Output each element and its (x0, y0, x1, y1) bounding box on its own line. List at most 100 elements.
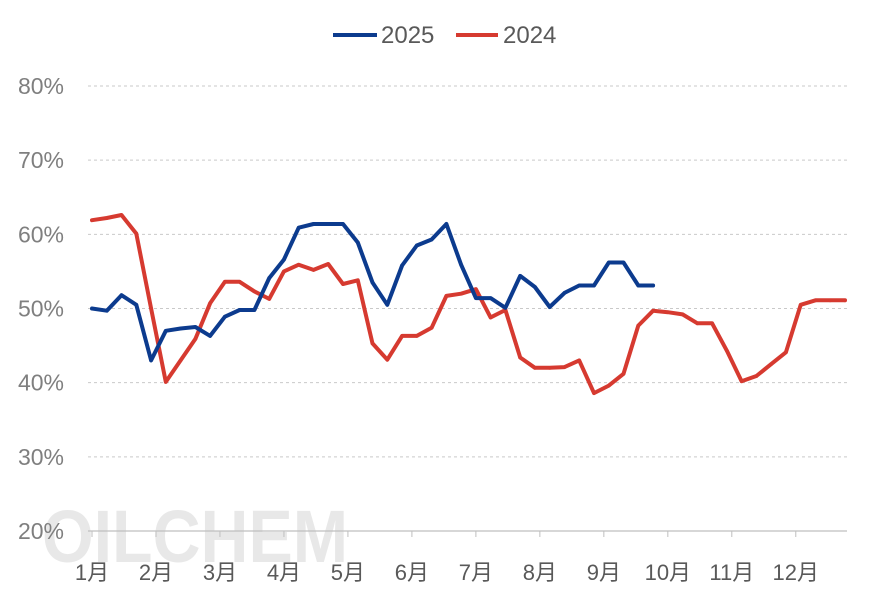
x-tick-label: 3月 (203, 560, 237, 585)
x-tick-label: 6月 (395, 560, 429, 585)
gridlines (88, 85, 847, 532)
data-point (488, 315, 493, 320)
data-point (252, 308, 257, 312)
data-point (444, 222, 449, 226)
data-point (606, 383, 611, 388)
data-point (533, 285, 537, 289)
data-point (282, 269, 286, 274)
data-point (400, 334, 404, 338)
data-point (577, 283, 582, 288)
data-point (429, 237, 434, 242)
data-point (503, 305, 508, 310)
series (90, 213, 847, 396)
data-point (606, 260, 611, 265)
data-point (518, 274, 522, 278)
data-point (119, 213, 124, 217)
data-point (311, 222, 316, 226)
data-point (326, 262, 331, 266)
data-point (385, 357, 390, 362)
data-point (592, 391, 596, 395)
data-point (562, 365, 567, 369)
data-point (282, 257, 286, 262)
data-point (474, 287, 478, 292)
series (90, 222, 656, 363)
data-point (754, 374, 759, 378)
data-point (562, 291, 567, 295)
data-point (400, 263, 404, 268)
y-tick-label: 60% (18, 221, 64, 247)
data-point (547, 366, 552, 370)
data-point (518, 355, 522, 360)
data-point (237, 280, 242, 284)
data-point (577, 358, 582, 363)
x-tick-label: 5月 (331, 560, 365, 585)
x-tick-label: 8月 (523, 560, 557, 585)
data-point (651, 308, 655, 313)
data-point (444, 294, 449, 298)
data-point (252, 289, 257, 294)
series-line (90, 213, 847, 396)
data-point (178, 326, 183, 331)
data-point (592, 283, 596, 288)
data-point (355, 240, 360, 245)
data-point (223, 314, 227, 319)
data-point (415, 334, 419, 338)
x-tick-label: 9月 (587, 560, 621, 585)
data-point (813, 298, 818, 303)
data-point (296, 225, 301, 230)
data-point (547, 305, 552, 309)
data-point (621, 260, 626, 265)
data-point (828, 298, 833, 303)
data-point (459, 262, 463, 267)
data-point (193, 325, 198, 329)
data-point (326, 222, 331, 226)
data-point (149, 306, 153, 311)
x-tick-label: 12月 (773, 560, 819, 585)
data-point (149, 358, 153, 363)
x-tick-label: 4月 (267, 560, 301, 585)
data-point (769, 362, 773, 366)
data-point (164, 380, 168, 384)
legend-item: 2025 (333, 22, 434, 49)
y-tick-label: 30% (18, 444, 64, 470)
data-point (134, 302, 139, 307)
data-point (104, 308, 109, 313)
data-point (90, 218, 94, 223)
plot-area (90, 213, 847, 396)
data-point (178, 358, 183, 363)
data-point (267, 276, 271, 280)
data-point (695, 321, 700, 326)
data-point (208, 301, 212, 306)
data-point (415, 243, 419, 248)
data-point (90, 306, 94, 311)
data-point (164, 328, 168, 333)
x-tick-label: 1月 (75, 560, 109, 585)
data-point (223, 280, 227, 284)
data-point (193, 337, 198, 341)
x-tick-label: 10月 (645, 560, 691, 585)
y-tick-label: 80% (18, 73, 64, 99)
data-point (739, 379, 744, 383)
legend-label: 2025 (381, 22, 434, 49)
data-point (651, 283, 655, 288)
data-point (784, 350, 788, 355)
data-point (843, 298, 847, 303)
data-point (370, 280, 375, 285)
legend-label: 2024 (503, 22, 556, 49)
data-point (296, 262, 301, 267)
data-point (666, 310, 670, 315)
data-point (237, 308, 242, 312)
watermark-logo: OILCHEM (42, 495, 348, 578)
x-tick-label: 7月 (459, 560, 493, 585)
x-axis: 1月 2月 3月 4月 5月 6月 7月 8月 9月 10月 11月 12月 (75, 531, 819, 585)
y-tick-label: 50% (18, 296, 64, 322)
data-point (385, 302, 390, 307)
data-point (621, 371, 626, 376)
data-point (355, 278, 360, 283)
x-tick-label: 11月 (709, 560, 754, 585)
data-point (208, 334, 212, 338)
legend: 2025 2024 (333, 22, 556, 49)
x-tick-label: 2月 (139, 560, 173, 585)
data-point (370, 341, 375, 346)
